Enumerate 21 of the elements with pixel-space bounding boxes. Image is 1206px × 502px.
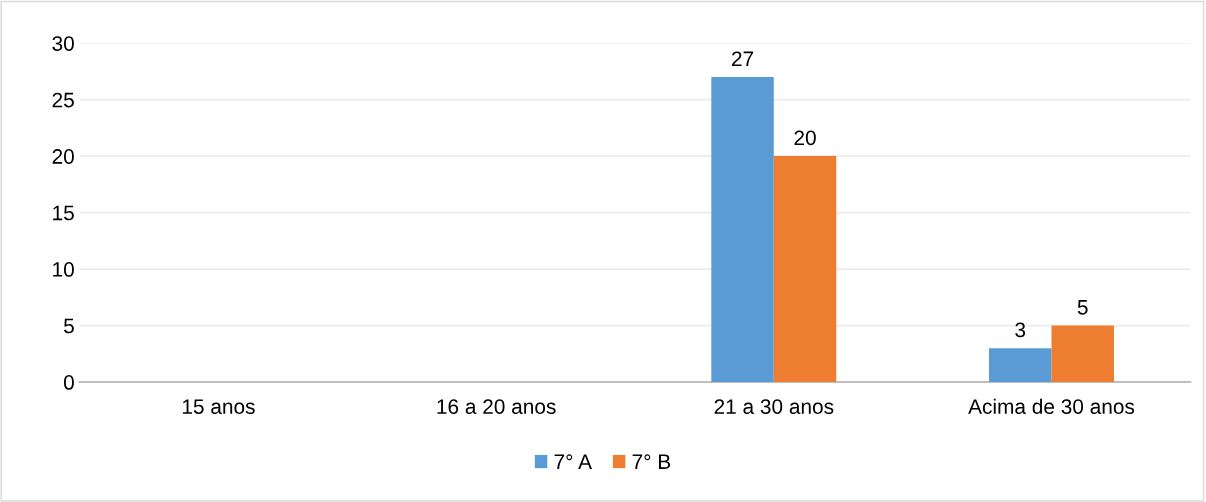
data-label: 3 [1015, 322, 1026, 338]
y-tick-label: 10 [53, 262, 74, 277]
bar [711, 77, 774, 383]
y-tick-label: 0 [63, 375, 74, 390]
x-tick-label: 15 anos [182, 399, 255, 414]
y-tick-label: 20 [52, 149, 74, 164]
bar [773, 156, 837, 383]
x-tick-label: 16 a 20 anos [437, 399, 556, 414]
y-tick-label: 5 [63, 318, 74, 334]
y-tick-label: 25 [52, 92, 74, 108]
bar [989, 348, 1052, 383]
data-label: 5 [1077, 300, 1088, 315]
legend-label: 7° B [632, 454, 671, 469]
x-tick-label: 21 a 30 anos [714, 399, 834, 414]
bar [1051, 325, 1114, 383]
data-label: 20 [794, 130, 816, 146]
y-tick-label: 30 [52, 36, 74, 51]
data-label: 27 [732, 51, 754, 66]
legend-label: 7° A [554, 454, 592, 469]
x-tick-label: Acima de 30 anos [968, 398, 1135, 414]
y-tick-label: 15 [53, 205, 74, 221]
